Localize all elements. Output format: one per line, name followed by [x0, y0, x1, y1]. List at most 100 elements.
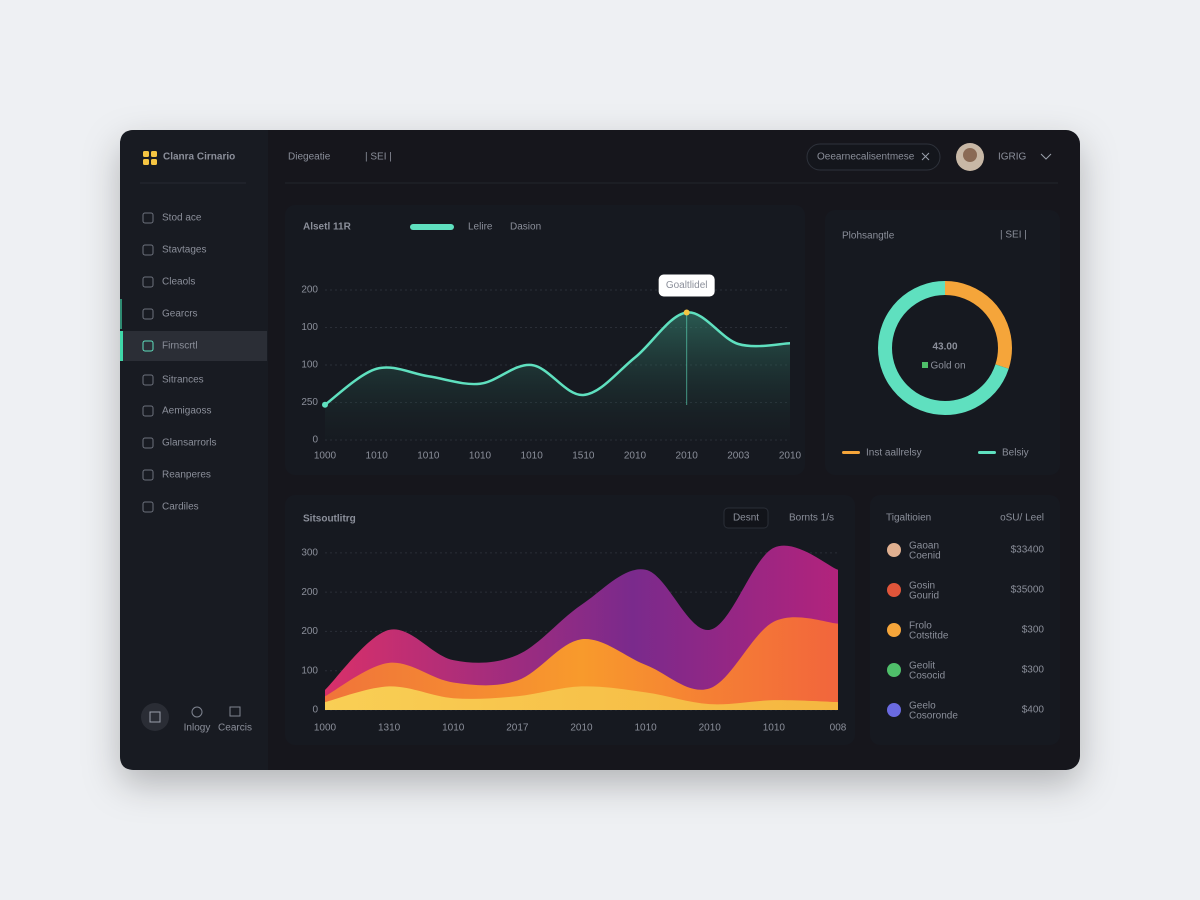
- area-layer: [325, 545, 838, 710]
- panel-title: Tigaltioien: [886, 513, 931, 524]
- brand-dot: [143, 159, 149, 165]
- tooltip-point: [683, 309, 690, 316]
- nav-icon: [142, 405, 154, 417]
- donut-center: 43.00: [932, 342, 957, 353]
- x-tick-label: 1010: [366, 451, 389, 462]
- row-icon: [887, 663, 901, 677]
- y-tick-label: 250: [301, 397, 318, 408]
- x-tick-label: 1010: [635, 723, 658, 734]
- row-icon: [887, 623, 901, 637]
- row-sub: Cotstitde: [909, 631, 949, 642]
- bottom-link[interactable]: Inlogy: [184, 723, 211, 734]
- panel-menu: | SEI |: [1000, 230, 1027, 241]
- x-tick-label: 1010: [763, 723, 786, 734]
- search-text: Oeearnecalisentmese: [817, 152, 915, 163]
- nav-item[interactable]: Stavtages: [162, 245, 206, 256]
- row-amount: $300: [1022, 625, 1045, 636]
- x-tick-label: 2010: [699, 723, 722, 734]
- search-box[interactable]: [806, 143, 941, 171]
- row-amount: $35000: [1011, 585, 1045, 596]
- x-tick-label: 1000: [314, 451, 337, 462]
- x-tick-label: 1010: [442, 723, 465, 734]
- nav-icon: [142, 212, 154, 224]
- area-layer: [325, 686, 838, 710]
- tag: | SEI |: [365, 152, 392, 163]
- bottom-button[interactable]: [141, 703, 169, 731]
- row-icon: [887, 543, 901, 557]
- nav-icon: [142, 374, 154, 386]
- x-tick-label: 1510: [572, 451, 595, 462]
- x-tick-label: 2017: [506, 723, 529, 734]
- x-tick-label: 2010: [624, 451, 647, 462]
- user-name: IGRIG: [998, 152, 1027, 163]
- point: [322, 401, 328, 408]
- nav-icon: [142, 308, 154, 320]
- nav-marker: [120, 299, 122, 329]
- nav-icon: [142, 276, 154, 288]
- x-tick-label: 1000: [314, 723, 337, 734]
- chart-title: Alsetl 11R: [303, 222, 352, 233]
- panel-filter[interactable]: oSU/ Leel: [1000, 513, 1044, 524]
- legend-label: Dasion: [510, 222, 541, 233]
- nav-item[interactable]: Reanperes: [162, 470, 211, 481]
- x-tick-label: 1310: [378, 723, 401, 734]
- row-amount: $33400: [1011, 545, 1045, 556]
- x-tick-label: 2010: [779, 451, 802, 462]
- row-icon: [887, 703, 901, 717]
- chart-title: Sitsoutlitrg: [303, 514, 356, 525]
- row-amount: $300: [1022, 665, 1045, 676]
- x-tick-label: 2010: [570, 723, 593, 734]
- tab-active[interactable]: [723, 507, 769, 529]
- tab[interactable]: Bornts 1/s: [789, 513, 834, 524]
- y-tick-label: 0: [312, 705, 318, 716]
- row-name: Gosin: [909, 581, 935, 592]
- x-tick-label: 008: [830, 723, 847, 734]
- y-tick-label: 100: [301, 665, 318, 676]
- sidebar: [120, 130, 268, 770]
- legend-swatch: [410, 224, 454, 230]
- row-name: Gaoan: [909, 541, 939, 552]
- x-tick-label: 1010: [521, 451, 544, 462]
- y-tick-label: 300: [301, 547, 318, 558]
- nav-icon: [142, 244, 154, 256]
- tab[interactable]: Desnt: [733, 513, 759, 524]
- nav-item[interactable]: Gearcrs: [162, 309, 198, 320]
- row-icon: [887, 583, 901, 597]
- tooltip-text: Goaltlidel: [666, 280, 708, 291]
- nav-active-bg: [120, 331, 267, 361]
- content: Clanra Cirnario Stod ace Stavtages Cleaols G…: [120, 143, 1060, 745]
- bottom-link[interactable]: Cearcis: [218, 723, 252, 734]
- search-close: [921, 152, 930, 161]
- nav-item[interactable]: Glansarrorls: [162, 438, 216, 449]
- area-fill: [325, 312, 790, 440]
- donut-sub: Gold on: [930, 361, 965, 372]
- y-tick-label: 0: [312, 435, 318, 446]
- nav-item[interactable]: Stod ace: [162, 213, 202, 224]
- legend-label: Inst aallrelsy: [866, 448, 922, 459]
- panel: [825, 210, 1060, 475]
- row-name: Geolit: [909, 661, 935, 672]
- y-tick-label: 100: [301, 322, 318, 333]
- donut-segment: [878, 281, 1012, 415]
- avatar-face: [963, 148, 977, 162]
- nav-item[interactable]: Firnscrtl: [162, 341, 198, 352]
- chevron[interactable]: [1040, 153, 1052, 160]
- row-sub: Cosoronde: [909, 711, 958, 722]
- y-tick-label: 200: [301, 587, 318, 598]
- nav-icon: [142, 340, 154, 352]
- nav-item[interactable]: Aemigaoss: [162, 406, 211, 417]
- nav-icon: [142, 501, 154, 513]
- y-tick-label: 200: [301, 285, 318, 296]
- panel: [870, 495, 1060, 745]
- nav-item[interactable]: Cardiles: [162, 502, 199, 513]
- bottom-icon: [191, 706, 203, 718]
- row-sub: Gourid: [909, 591, 939, 602]
- brand-dot: [151, 151, 157, 157]
- nav-item[interactable]: Sitrances: [162, 375, 204, 386]
- brand-name: Clanra Cirnario: [163, 152, 235, 163]
- brand-dot: [143, 151, 149, 157]
- nav-item[interactable]: Cleaols: [162, 277, 195, 288]
- nav-active-bar: [120, 331, 123, 361]
- nav-icon: [142, 469, 154, 481]
- y-tick-label: 200: [301, 626, 318, 637]
